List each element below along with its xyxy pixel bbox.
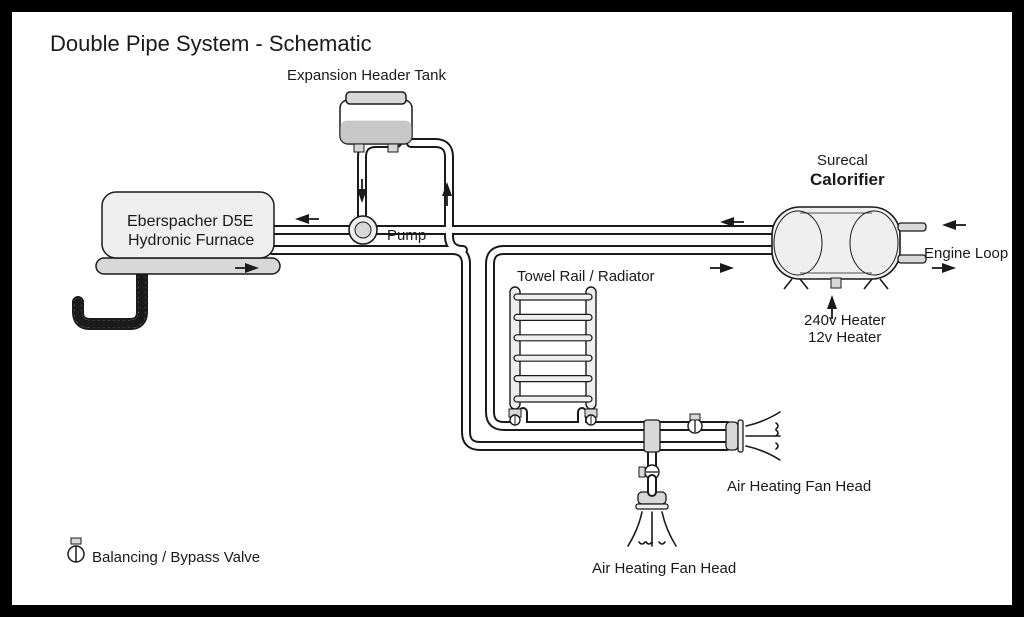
label-towel: Towel Rail / Radiator [517,268,655,287]
label-furnace_l2: Hydronic Furnace [128,231,254,251]
calorifier [772,207,926,289]
schematic-canvas: Double Pipe System - Schematic Expansion … [0,0,1024,617]
label-calorifier_l1: Surecal [817,152,868,171]
flow-arrow [942,220,966,230]
legend-valve-icon [68,538,84,562]
fan-head-right [726,412,780,460]
flow-arrow [295,214,319,224]
label-heater_l2: 12v Heater [808,329,881,348]
pump [349,216,377,244]
label-tank: Expansion Header Tank [287,67,446,86]
label-engine: Engine Loop [924,245,1008,264]
schematic-svg [12,12,1012,605]
towel-rail [509,287,597,425]
label-fan_right: Air Heating Fan Head [727,478,871,497]
flow-arrow [932,263,956,273]
label-pump: Pump [387,227,426,246]
label-furnace_l1: Eberspacher D5E [127,212,253,232]
label-heater_l1: 240v Heater [804,312,886,331]
label-title: Double Pipe System - Schematic [50,30,372,58]
drain-hose [78,274,142,324]
label-calorifier_l2: Calorifier [810,169,885,190]
pipes [272,143,782,472]
fan-head-bottom [628,492,676,546]
label-legend: Balancing / Bypass Valve [92,549,260,568]
label-fan_bottom: Air Heating Fan Head [592,560,736,579]
expansion-tank [340,92,412,152]
flow-arrow [710,263,734,273]
